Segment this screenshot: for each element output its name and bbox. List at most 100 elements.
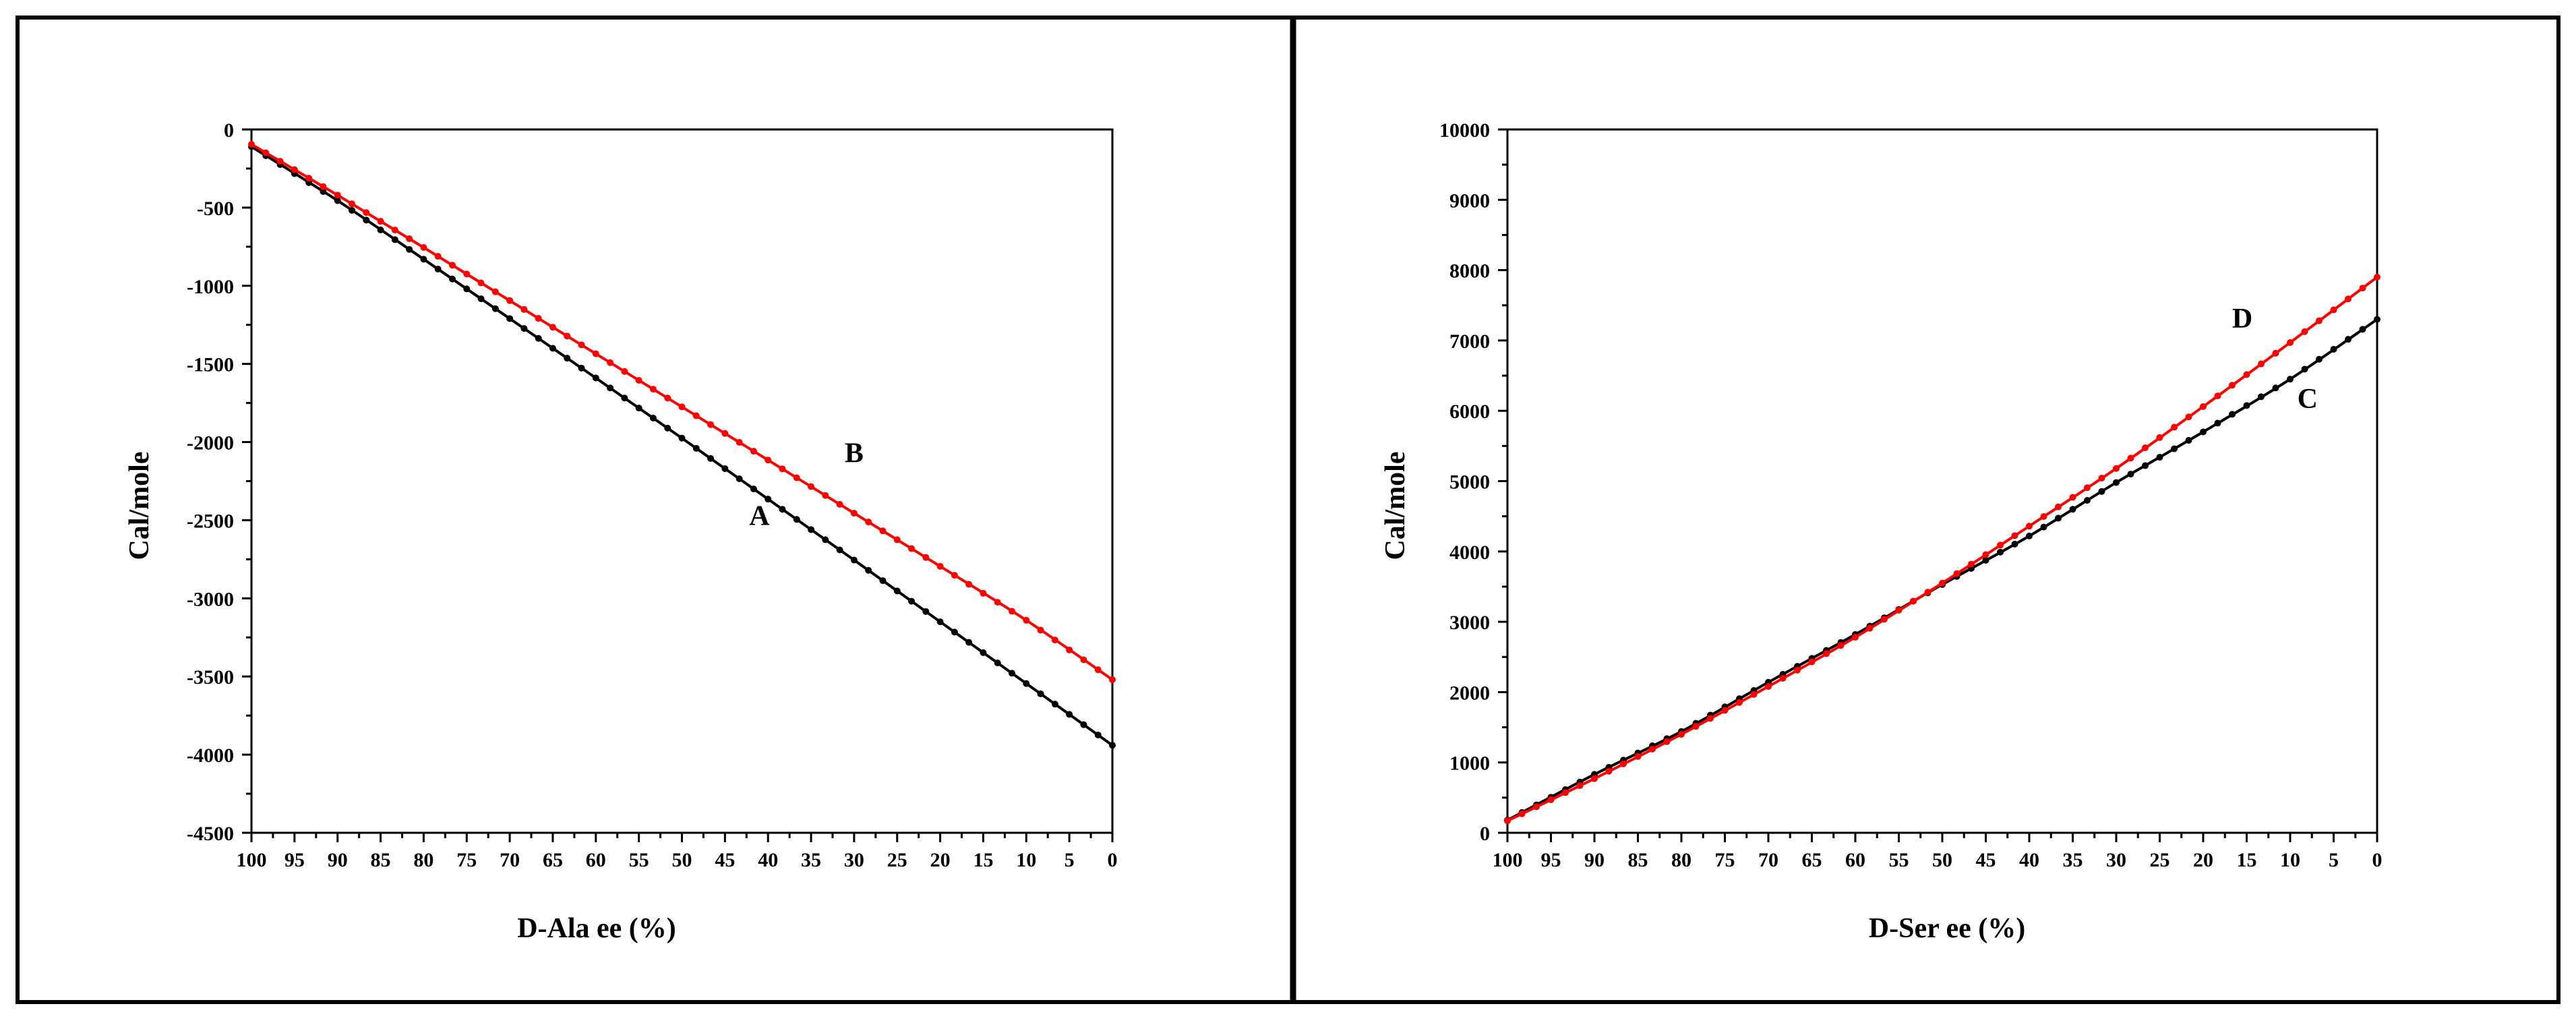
series-B-marker [305, 175, 313, 182]
series-B-marker [621, 368, 628, 375]
chart-right-x-tick-label: 85 [1628, 849, 1648, 871]
series-B-marker [607, 359, 614, 366]
series-D-marker [1808, 658, 1816, 666]
series-A-marker [664, 424, 671, 432]
series-C-marker [2374, 316, 2380, 323]
series-D-marker [1562, 789, 1569, 796]
series-A-marker [808, 526, 815, 533]
series-A-label: A [749, 500, 770, 531]
chart-right-x-tick-label: 55 [1889, 849, 1909, 871]
chart-left-x-tick-label: 90 [328, 849, 348, 871]
chart-left-x-tick-label: 30 [844, 849, 864, 871]
chart-left-ylabel: Cal/mole [124, 452, 155, 560]
chart-right-x-tick-label: 100 [1493, 849, 1523, 871]
series-D-marker [2113, 465, 2120, 472]
series-B-marker [707, 421, 715, 428]
series-A-marker [678, 434, 686, 442]
chart-right-x-tick-label: 5 [2329, 849, 2339, 871]
series-C-marker [2287, 376, 2294, 383]
series-B-marker [1094, 666, 1102, 674]
series-B-marker [564, 332, 571, 340]
series-D-marker [1518, 810, 1526, 817]
series-B-marker [635, 377, 642, 384]
chart-left-plot-box [250, 128, 1114, 834]
series-C-marker [2040, 523, 2047, 531]
series-B-marker [434, 253, 442, 260]
series-B-marker [276, 158, 284, 165]
chart-right-y-tick-label: 2000 [1449, 682, 1490, 704]
series-A-marker [635, 405, 642, 412]
series-D-marker [1881, 616, 1888, 623]
chart-left-x-tick-label: 40 [758, 849, 778, 871]
chart-left-x-tick-label: 95 [284, 849, 305, 871]
series-D-marker [1823, 650, 1830, 657]
series-D-marker [1721, 707, 1729, 714]
series-B-marker [391, 227, 398, 234]
series-A-marker [1109, 742, 1116, 749]
series-A-marker [621, 394, 628, 402]
series-D-marker [1504, 817, 1511, 825]
series-A-marker [377, 226, 384, 233]
series-A-marker [592, 374, 599, 382]
series-B-marker [535, 315, 542, 322]
series-D-marker [1794, 666, 1801, 674]
series-A-marker [1094, 731, 1102, 738]
series-D-marker [1852, 634, 1859, 641]
series-B-marker [348, 200, 355, 208]
series-C-marker [2214, 419, 2221, 427]
series-D-marker [2330, 306, 2337, 314]
series-A-marker [836, 546, 843, 554]
series-A-marker [951, 628, 958, 636]
chart-right-y-tick-label: 8000 [1449, 260, 1490, 283]
series-A-marker [893, 587, 901, 595]
series-C-marker [2069, 506, 2076, 513]
series-C-marker [2272, 384, 2279, 392]
series-D-marker [2127, 454, 2134, 462]
series-D-marker [2316, 317, 2323, 324]
chart-right-x-tick-label: 90 [1584, 849, 1605, 871]
chart-right-y-tick-label: 10000 [1439, 119, 1490, 142]
series-D-marker [2098, 474, 2105, 481]
chart-left-y-tick-label: -3000 [187, 588, 234, 610]
series-D-marker [1866, 624, 1874, 632]
series-C-marker [2098, 488, 2105, 495]
series-B-marker [377, 218, 384, 225]
series-B-marker [850, 510, 858, 517]
series-B-marker [1066, 646, 1073, 653]
series-D-marker [1649, 745, 1656, 753]
series-A-marker [1009, 670, 1016, 677]
series-A-marker [334, 197, 341, 204]
chart-left-x-tick-label: 55 [629, 849, 649, 871]
chart-right-y-tick-label: 0 [1480, 823, 1490, 845]
series-A-marker [692, 444, 700, 452]
series-C-marker [2316, 355, 2323, 363]
series-A-marker [477, 295, 485, 303]
series-D-marker [1924, 589, 1931, 596]
series-C-marker [2142, 462, 2149, 469]
series-D-marker [1982, 551, 1989, 558]
chart-right-y-tick-label: 5000 [1449, 471, 1490, 494]
chart-left-y-tick-label: -3500 [187, 666, 234, 688]
series-D-marker [2185, 413, 2192, 421]
chart-right-xlabel: D-Ser ee (%) [1869, 913, 2025, 944]
series-B-marker [951, 572, 958, 579]
chart-right-x-tick-label: 10 [2280, 849, 2300, 871]
series-B-marker [664, 394, 671, 402]
series-A-marker [1037, 690, 1044, 697]
series-A-marker [363, 216, 370, 224]
series-A-marker [793, 516, 800, 523]
series-A-marker [936, 618, 944, 626]
series-A-marker [736, 475, 743, 483]
chart-right-x-tick-label: 30 [2106, 849, 2126, 871]
series-D-marker [2287, 339, 2294, 347]
series-A-marker [391, 236, 398, 243]
chart-left-x-tick-label: 45 [715, 849, 735, 871]
chart-left-x-tick-label: 75 [456, 849, 477, 871]
series-A-marker [879, 577, 887, 585]
chart-left-x-tick-label: 100 [237, 849, 267, 871]
series-C-marker [2185, 437, 2192, 444]
series-D-marker [2142, 444, 2149, 452]
series-B-marker [965, 581, 973, 588]
series-B-marker [491, 288, 499, 295]
series-B-marker [334, 192, 341, 199]
